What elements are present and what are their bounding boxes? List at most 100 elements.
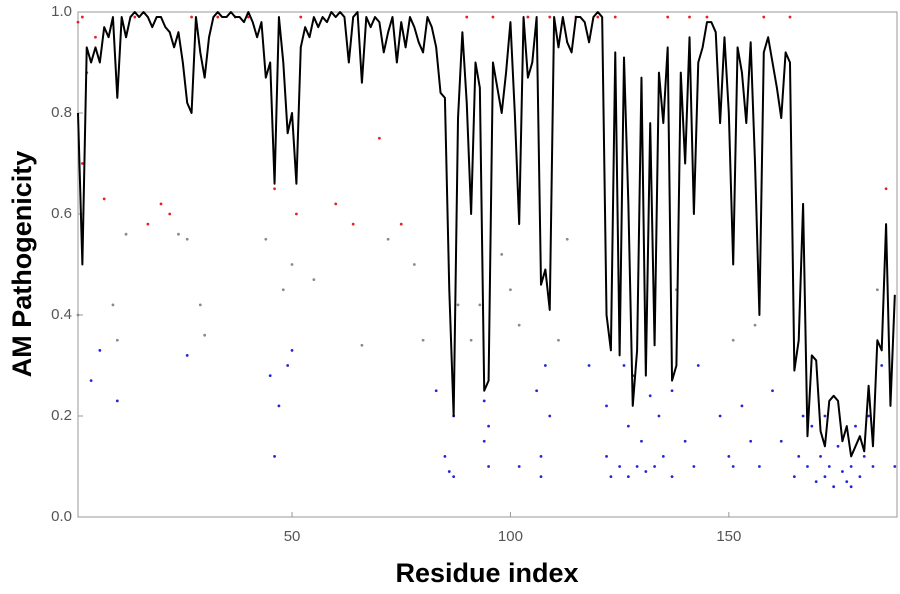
- point: [482, 399, 486, 403]
- point: [827, 465, 831, 468]
- y-tick-label: 0.0: [51, 508, 72, 525]
- point: [771, 389, 774, 393]
- point: [273, 455, 276, 458]
- point: [849, 485, 853, 489]
- point: [124, 232, 128, 236]
- point: [841, 470, 844, 473]
- point: [452, 475, 456, 478]
- point: [412, 263, 416, 266]
- point: [94, 35, 97, 39]
- point: [731, 338, 735, 342]
- point: [806, 465, 809, 468]
- point: [360, 343, 364, 347]
- point: [146, 222, 150, 226]
- point: [295, 212, 298, 216]
- point: [216, 15, 220, 19]
- y-tick-label: 0.4: [51, 306, 72, 323]
- point: [168, 212, 172, 216]
- point: [727, 455, 731, 458]
- point: [177, 232, 180, 236]
- point: [159, 202, 163, 206]
- point: [666, 15, 670, 19]
- point: [290, 348, 294, 352]
- point: [76, 313, 80, 317]
- point: [657, 414, 661, 418]
- point: [849, 465, 853, 468]
- point: [810, 424, 814, 428]
- point: [334, 202, 338, 206]
- point: [792, 475, 796, 478]
- x-axis-title: Residue index: [395, 558, 578, 588]
- point: [487, 465, 490, 468]
- y-axis-title: AM Pathogenicity: [7, 151, 37, 378]
- x-tick-label: 50: [284, 528, 301, 545]
- point: [854, 424, 857, 428]
- point: [801, 414, 805, 418]
- point: [399, 222, 403, 226]
- point: [587, 364, 591, 367]
- mean-line: [77, 11, 896, 458]
- point: [819, 455, 822, 458]
- point: [487, 424, 490, 428]
- point: [753, 323, 757, 327]
- point: [670, 389, 674, 393]
- point: [858, 475, 862, 478]
- point: [526, 15, 530, 19]
- point: [198, 303, 202, 307]
- point: [246, 15, 250, 19]
- point: [548, 414, 552, 418]
- point: [696, 364, 700, 367]
- point: [875, 288, 879, 292]
- point: [377, 136, 381, 140]
- point: [469, 338, 473, 342]
- point: [683, 439, 687, 443]
- point: [718, 414, 722, 418]
- point: [749, 439, 753, 443]
- point: [443, 455, 447, 458]
- point: [133, 15, 137, 19]
- point: [273, 187, 276, 191]
- point: [80, 15, 84, 19]
- point: [281, 288, 285, 292]
- point: [203, 333, 207, 337]
- x-tick-label: 150: [716, 528, 741, 545]
- point: [640, 439, 643, 443]
- point: [500, 253, 504, 256]
- point: [731, 465, 735, 468]
- point: [661, 455, 665, 458]
- point: [867, 414, 871, 418]
- point: [779, 439, 783, 443]
- point: [478, 303, 482, 307]
- y-tick-label: 0.6: [51, 205, 72, 222]
- point: [539, 455, 543, 458]
- point: [76, 20, 80, 24]
- point: [705, 15, 709, 19]
- point: [548, 15, 552, 19]
- point: [89, 379, 93, 383]
- point: [758, 465, 761, 468]
- point: [312, 278, 316, 282]
- point: [618, 465, 622, 468]
- point: [491, 15, 495, 19]
- point: [286, 364, 290, 367]
- point: [98, 348, 102, 352]
- point: [635, 465, 639, 468]
- point: [797, 455, 801, 458]
- point: [517, 465, 521, 468]
- point: [688, 15, 691, 19]
- point: [277, 404, 281, 408]
- y-tick-label: 1.0: [51, 3, 72, 20]
- point: [565, 237, 569, 241]
- point: [482, 439, 486, 443]
- point: [653, 465, 656, 468]
- point: [862, 455, 866, 458]
- point: [596, 15, 600, 19]
- point: [264, 237, 268, 241]
- point: [613, 15, 617, 19]
- point: [893, 465, 897, 468]
- point: [543, 364, 547, 367]
- point: [115, 399, 119, 403]
- point: [880, 364, 884, 367]
- point: [290, 263, 294, 266]
